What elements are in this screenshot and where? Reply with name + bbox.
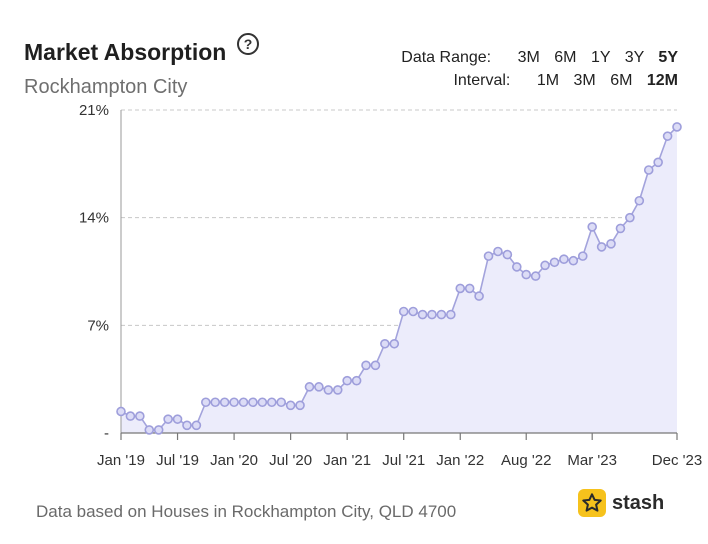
chart-title: Market Absorption bbox=[24, 39, 227, 65]
data-point-23 bbox=[332, 385, 343, 395]
data-point-51 bbox=[596, 242, 607, 252]
data-point-58 bbox=[662, 131, 673, 141]
x-tick-label-6: Jan '22 bbox=[436, 452, 484, 469]
stash-logo[interactable]: stash bbox=[578, 488, 664, 518]
data-point-35 bbox=[446, 309, 456, 320]
data-point-20 bbox=[304, 382, 315, 392]
data-point-11 bbox=[219, 397, 230, 408]
data-point-42 bbox=[511, 262, 522, 272]
data-point-0 bbox=[116, 406, 126, 417]
data-point-14 bbox=[248, 397, 258, 408]
location-subtitle: Rockhampton City bbox=[24, 76, 188, 98]
data-range-option-3m[interactable]: 3M bbox=[517, 49, 540, 66]
data-point-1 bbox=[125, 411, 136, 421]
data-point-22 bbox=[323, 385, 334, 395]
data-range-option-3y[interactable]: 3Y bbox=[624, 49, 644, 66]
data-point-18 bbox=[285, 400, 296, 411]
question-circle-icon[interactable]: ? bbox=[237, 33, 259, 55]
interval-option-1m[interactable]: 1M bbox=[536, 72, 560, 89]
data-point-59 bbox=[672, 122, 682, 132]
data-point-52 bbox=[606, 239, 616, 249]
data-point-2 bbox=[135, 411, 145, 421]
data-point-29 bbox=[389, 338, 400, 349]
data-point-3 bbox=[144, 425, 155, 435]
interval-option-3m[interactable]: 3M bbox=[573, 72, 596, 89]
x-tick-label-7: Aug '22 bbox=[501, 452, 551, 469]
data-point-32 bbox=[417, 309, 428, 320]
data-point-25 bbox=[351, 375, 362, 386]
data-point-50 bbox=[587, 222, 597, 232]
data-point-10 bbox=[210, 397, 221, 408]
data-point-19 bbox=[295, 400, 305, 411]
data-point-13 bbox=[238, 397, 249, 408]
data-point-27 bbox=[370, 360, 381, 371]
data-point-37 bbox=[464, 283, 475, 294]
data-point-31 bbox=[408, 306, 418, 317]
data-point-4 bbox=[153, 425, 164, 435]
data-point-55 bbox=[634, 195, 645, 206]
x-tick-label-1: Jul '19 bbox=[156, 452, 199, 469]
data-point-54 bbox=[625, 212, 635, 223]
y-tick-label-0: - bbox=[104, 425, 109, 442]
data-range-label: Data Range: bbox=[401, 49, 492, 66]
data-point-33 bbox=[427, 309, 437, 320]
data-point-34 bbox=[436, 309, 447, 320]
data-point-15 bbox=[257, 397, 268, 408]
x-tick-label-2: Jan '20 bbox=[210, 452, 258, 469]
data-point-38 bbox=[474, 291, 484, 301]
data-point-44 bbox=[530, 271, 541, 281]
data-point-46 bbox=[549, 257, 560, 268]
data-point-39 bbox=[483, 251, 494, 261]
data-point-49 bbox=[577, 251, 588, 261]
data-point-12 bbox=[229, 397, 239, 408]
x-tick-label-4: Jan '21 bbox=[323, 452, 371, 469]
data-point-21 bbox=[314, 382, 324, 392]
interval-option-12m[interactable]: 12M bbox=[646, 72, 678, 89]
data-point-53 bbox=[615, 223, 626, 234]
chart-controls: Data Range: 3M 6M 1Y 3Y 5Y Interval: 1M … bbox=[401, 46, 678, 92]
data-point-40 bbox=[493, 246, 503, 257]
data-range-option-1y[interactable]: 1Y bbox=[590, 49, 611, 66]
x-tick-label-5: Jul '21 bbox=[382, 452, 425, 469]
data-range-option-5y[interactable]: 5Y bbox=[658, 49, 678, 66]
data-point-9 bbox=[201, 397, 211, 408]
x-tick-label-3: Jul '20 bbox=[269, 452, 312, 469]
data-point-5 bbox=[163, 414, 173, 424]
data-point-41 bbox=[502, 249, 513, 260]
data-point-24 bbox=[342, 375, 352, 386]
interval-option-6m[interactable]: 6M bbox=[610, 72, 633, 89]
data-point-43 bbox=[521, 269, 532, 280]
data-point-26 bbox=[361, 360, 371, 371]
y-tick-label-3: 21% bbox=[79, 102, 109, 119]
data-point-17 bbox=[276, 397, 287, 408]
data-point-45 bbox=[540, 260, 550, 271]
logo-text: stash bbox=[612, 491, 665, 514]
interval-label: Interval: bbox=[453, 72, 511, 89]
data-point-6 bbox=[172, 414, 183, 424]
data-point-47 bbox=[559, 254, 569, 265]
data-point-48 bbox=[568, 255, 579, 266]
data-point-16 bbox=[266, 397, 277, 408]
interval-row: Interval: 1M 3M 6M 12M bbox=[401, 69, 678, 92]
x-tick-label-9: Dec '23 bbox=[652, 452, 702, 469]
data-point-36 bbox=[455, 283, 466, 294]
data-range-option-6m[interactable]: 6M bbox=[554, 49, 577, 66]
x-tick-label-0: Jan '19 bbox=[97, 452, 145, 469]
area-fill bbox=[121, 126, 677, 434]
y-tick-label-1: 7% bbox=[87, 317, 109, 334]
star-icon bbox=[578, 489, 606, 517]
data-point-57 bbox=[653, 157, 663, 168]
data-source-note: Data based on Houses in Rockhampton City… bbox=[36, 502, 457, 521]
y-tick-label-2: 14% bbox=[79, 210, 109, 227]
data-point-7 bbox=[182, 420, 192, 431]
data-point-8 bbox=[191, 420, 202, 431]
data-point-30 bbox=[398, 306, 409, 317]
x-tick-label-8: Mar '23 bbox=[567, 452, 617, 469]
data-point-28 bbox=[380, 338, 390, 349]
data-range-row: Data Range: 3M 6M 1Y 3Y 5Y bbox=[401, 46, 678, 69]
data-point-56 bbox=[643, 165, 654, 175]
